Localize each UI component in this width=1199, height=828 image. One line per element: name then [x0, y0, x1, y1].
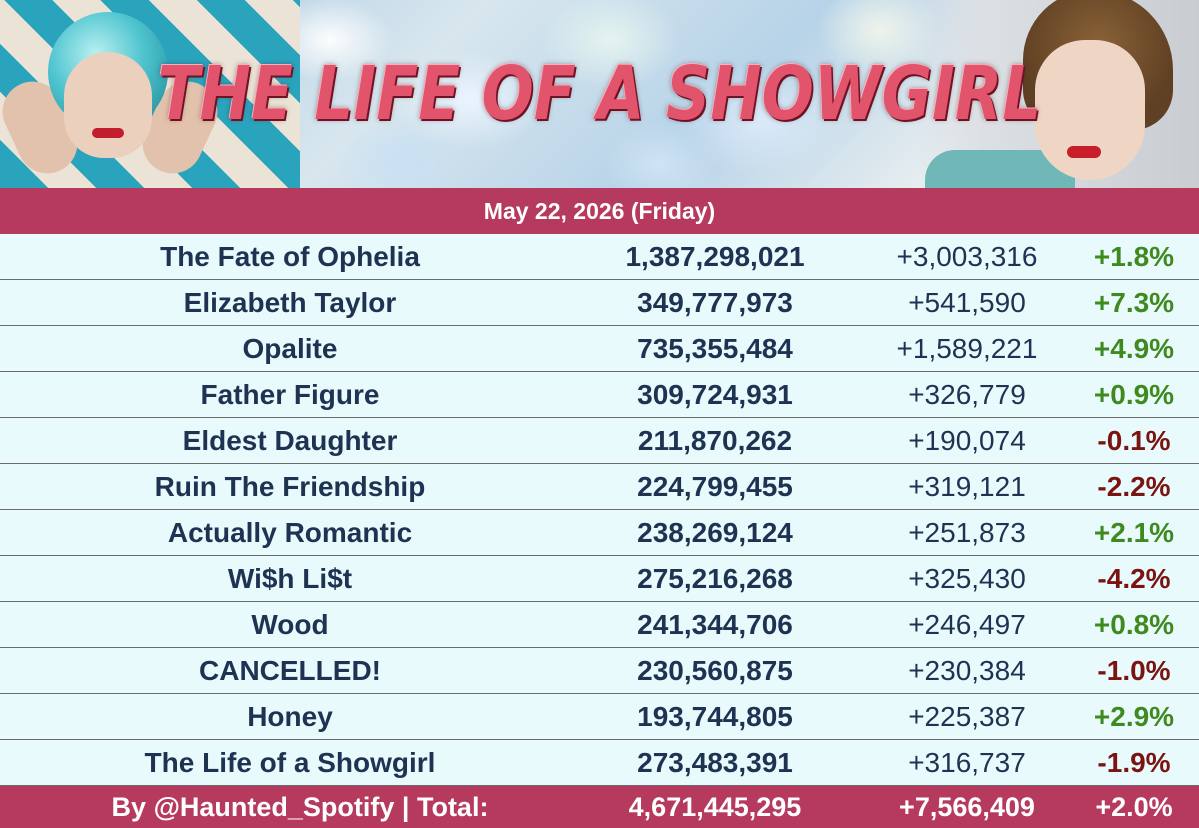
- percent-change: +0.9%: [1093, 379, 1175, 410]
- song-name: CANCELLED!: [199, 655, 381, 686]
- song-name: Elizabeth Taylor: [183, 287, 397, 318]
- daily-gain: +3,003,316: [896, 241, 1038, 272]
- daily-gain: +246,497: [908, 609, 1026, 640]
- percent-change: -1.0%: [1097, 655, 1171, 686]
- song-name: The Life of a Showgirl: [144, 747, 436, 778]
- footer-totals: By @Haunted_Spotify | Total: 4,671,445,2…: [0, 786, 1199, 828]
- total-streams: 273,483,391: [637, 747, 793, 778]
- percent-change: +2.9%: [1093, 701, 1175, 732]
- total-streams: 349,777,973: [637, 287, 793, 318]
- song-name: The Fate of Ophelia: [160, 241, 420, 272]
- credit-label: By @Haunted_Spotify | Total:: [111, 792, 489, 822]
- daily-gain: +230,384: [908, 655, 1026, 686]
- banner-title: THE LIFE OF A SHOWGIRL: [157, 51, 1042, 137]
- table-row: Actually Romantic 238,269,124 +251,873 +2.1…: [0, 510, 1199, 556]
- table-row: CANCELLED! 230,560,875 +230,384 -1.0%: [0, 648, 1199, 694]
- lips: [1067, 146, 1101, 158]
- percent-change: +4.9%: [1093, 333, 1175, 364]
- total-streams: 193,744,805: [637, 701, 793, 732]
- song-name: Honey: [247, 701, 333, 732]
- total-streams: 224,799,455: [637, 471, 793, 502]
- table-row: Wi$h Li$t 275,216,268 +325,430 -4.2%: [0, 556, 1199, 602]
- song-name: Ruin The Friendship: [154, 471, 426, 502]
- table-row: Eldest Daughter 211,870,262 +190,074 -0.1%: [0, 418, 1199, 464]
- song-name: Wood: [251, 609, 329, 640]
- daily-gain: +326,779: [908, 379, 1026, 410]
- grand-daily-gain: +7,566,409: [899, 792, 1035, 822]
- face: [64, 52, 152, 158]
- daily-gain: +251,873: [908, 517, 1026, 548]
- table-row: The Life of a Showgirl 273,483,391 +316,73…: [0, 740, 1199, 786]
- grand-percent-change: +2.0%: [1095, 792, 1173, 822]
- daily-gain: +541,590: [908, 287, 1026, 318]
- table-row: Father Figure 309,724,931 +326,779 +0.9%: [0, 372, 1199, 418]
- daily-gain: +1,589,221: [896, 333, 1038, 364]
- table-row: The Fate of Ophelia 1,387,298,021 +3,003,3…: [0, 234, 1199, 280]
- percent-change: +2.1%: [1093, 517, 1175, 548]
- percent-change: +7.3%: [1093, 287, 1175, 318]
- table-row: Elizabeth Taylor 349,777,973 +541,590 +7.3%: [0, 280, 1199, 326]
- percent-change: +1.8%: [1093, 241, 1175, 272]
- banner-photo-right: [915, 0, 1199, 188]
- banner-photo-left: [0, 0, 300, 188]
- total-streams: 275,216,268: [637, 563, 793, 594]
- song-name: Wi$h Li$t: [227, 563, 353, 594]
- daily-gain: +325,430: [908, 563, 1026, 594]
- daily-gain: +316,737: [908, 747, 1026, 778]
- total-streams: 735,355,484: [637, 333, 793, 364]
- table-row: Honey 193,744,805 +225,387 +2.9%: [0, 694, 1199, 740]
- total-streams: 230,560,875: [637, 655, 793, 686]
- total-streams: 211,870,262: [637, 425, 793, 456]
- song-name: Eldest Daughter: [182, 425, 398, 456]
- banner: THE LIFE OF A SHOWGIRL: [0, 0, 1199, 188]
- table-row: Opalite 735,355,484 +1,589,221 +4.9%: [0, 326, 1199, 372]
- total-streams: 309,724,931: [637, 379, 793, 410]
- table-row: Wood 241,344,706 +246,497 +0.8%: [0, 602, 1199, 648]
- percent-change: +0.8%: [1093, 609, 1175, 640]
- percent-change: -1.9%: [1097, 747, 1171, 778]
- song-name: Opalite: [242, 333, 338, 364]
- lips: [92, 128, 124, 138]
- percent-change: -2.2%: [1097, 471, 1171, 502]
- song-name: Father Figure: [200, 379, 380, 410]
- total-streams: 238,269,124: [637, 517, 793, 548]
- date-header: May 22, 2026 (Friday): [0, 188, 1199, 234]
- daily-gain: +319,121: [908, 471, 1026, 502]
- grand-total: 4,671,445,295: [628, 792, 802, 822]
- song-name: Actually Romantic: [167, 517, 413, 548]
- total-streams: 1,387,298,021: [625, 241, 805, 272]
- table-row: Ruin The Friendship 224,799,455 +319,121 -2…: [0, 464, 1199, 510]
- daily-gain: +190,074: [908, 425, 1026, 456]
- total-streams: 241,344,706: [637, 609, 793, 640]
- daily-gain: +225,387: [908, 701, 1026, 732]
- percent-change: -0.1%: [1097, 425, 1171, 456]
- percent-change: -4.2%: [1097, 563, 1171, 594]
